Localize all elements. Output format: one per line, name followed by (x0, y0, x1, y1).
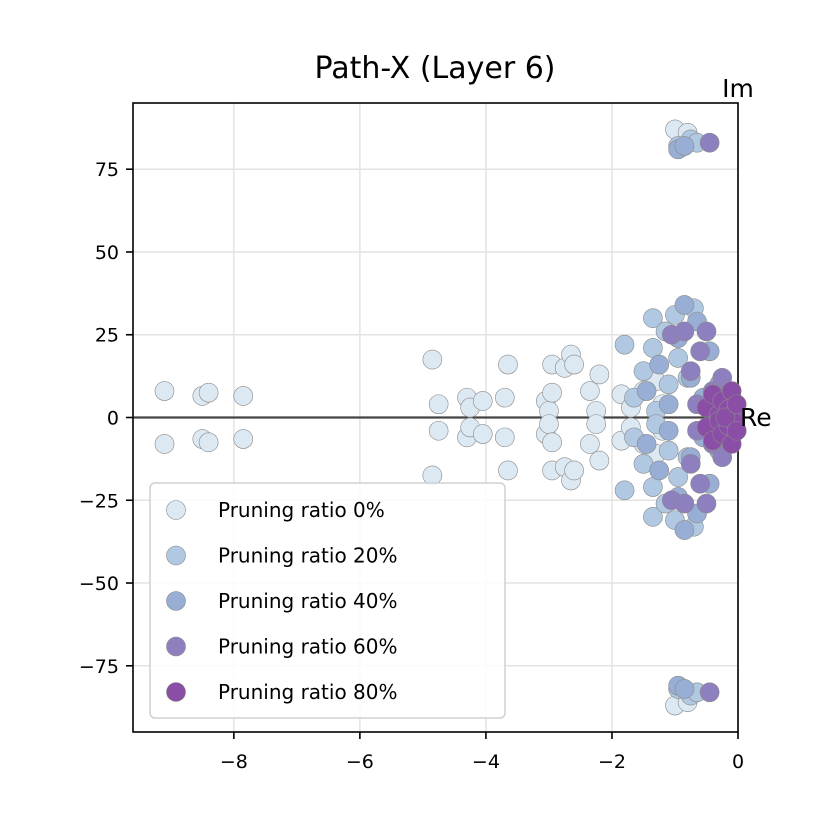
data-point-series-4 (726, 394, 747, 415)
data-point-series-0 (542, 382, 562, 403)
y-tick-label: −75 (79, 656, 119, 678)
data-point-series-2 (674, 295, 695, 315)
data-point-series-2 (649, 460, 670, 481)
data-point-series-0 (589, 364, 610, 385)
data-point-series-1 (643, 338, 663, 358)
y-tick-label: 0 (107, 408, 119, 430)
data-point-series-1 (643, 507, 663, 527)
data-point-series-0 (472, 424, 493, 444)
legend: Pruning ratio 0% Pruning ratio 20% Pruning… (149, 482, 506, 719)
data-point-series-0 (564, 460, 584, 481)
data-point-series-3 (690, 341, 710, 362)
data-point-series-0 (495, 387, 515, 408)
data-point-series-1 (658, 374, 679, 395)
data-point-series-0 (498, 354, 518, 375)
x-tick-label: −2 (598, 751, 626, 773)
data-point-series-0 (542, 432, 562, 453)
data-point-series-3 (674, 493, 695, 514)
y-tick-label: 25 (95, 325, 119, 347)
data-point-series-2 (674, 679, 695, 699)
data-point-series-0 (586, 414, 607, 434)
legend-label: Pruning ratio 20% (218, 544, 398, 568)
data-point-series-0 (154, 381, 175, 401)
data-point-series-4 (726, 420, 747, 441)
data-point-series-0 (564, 354, 584, 375)
data-point-series-0 (580, 434, 600, 454)
data-point-series-1 (668, 467, 688, 487)
legend-label: Pruning ratio 80% (218, 680, 398, 704)
legend-box (149, 482, 506, 719)
data-point-series-0 (422, 465, 443, 486)
data-point-series-0 (498, 460, 518, 481)
x-tick-label: 0 (732, 751, 744, 773)
y-tick-label: −50 (79, 573, 119, 595)
y-tick-label: −25 (79, 490, 119, 512)
data-point-series-1 (643, 308, 663, 328)
data-point-series-0 (472, 391, 493, 411)
data-point-series-0 (428, 394, 449, 415)
legend-marker (166, 682, 186, 702)
y-axis-label: Im (722, 74, 754, 103)
data-point-series-2 (636, 434, 657, 454)
data-point-series-3 (674, 321, 695, 342)
data-point-series-3 (680, 361, 701, 381)
data-point-series-0 (154, 434, 175, 454)
data-point-series-0 (428, 420, 449, 441)
x-axis-label: Re (740, 403, 772, 432)
data-point-series-4 (715, 407, 736, 428)
data-point-series-1 (658, 440, 679, 461)
data-point-series-2 (636, 381, 657, 401)
y-tick-label: 50 (95, 242, 119, 264)
legend-marker (166, 591, 186, 611)
data-point-series-0 (589, 450, 610, 471)
data-point-series-2 (658, 420, 679, 441)
legend-marker (166, 545, 186, 566)
data-point-series-2 (674, 136, 695, 156)
y-tick-label: 75 (95, 159, 119, 181)
data-point-series-0 (580, 381, 600, 401)
data-point-series-3 (699, 682, 720, 703)
data-point-series-0 (422, 349, 443, 370)
legend-label: Pruning ratio 0% (218, 498, 385, 522)
data-point-series-1 (668, 348, 688, 368)
data-point-series-0 (198, 432, 219, 453)
data-point-series-2 (649, 354, 670, 375)
data-point-series-1 (614, 480, 635, 501)
x-tick-label: −8 (220, 751, 248, 773)
legend-label: Pruning ratio 40% (218, 589, 398, 613)
data-point-series-3 (690, 473, 710, 494)
chart-title: Path-X (Layer 6) (315, 51, 556, 86)
data-point-series-0 (539, 414, 559, 434)
legend-label: Pruning ratio 60% (218, 635, 398, 659)
data-point-series-1 (614, 334, 635, 355)
legend-marker (166, 500, 186, 520)
data-point-series-0 (233, 386, 254, 406)
data-point-series-3 (696, 321, 717, 342)
data-point-series-0 (495, 427, 515, 448)
data-point-series-1 (643, 477, 663, 497)
data-point-series-3 (699, 132, 720, 153)
data-point-series-0 (233, 429, 254, 449)
data-points (154, 119, 747, 716)
legend-marker (166, 636, 186, 657)
data-point-series-2 (658, 394, 679, 415)
data-point-series-3 (696, 493, 717, 514)
x-tick-label: −6 (346, 751, 374, 773)
data-point-series-3 (680, 454, 701, 474)
data-point-series-0 (198, 382, 219, 403)
data-point-series-2 (674, 520, 695, 540)
x-tick-label: −4 (472, 751, 500, 773)
